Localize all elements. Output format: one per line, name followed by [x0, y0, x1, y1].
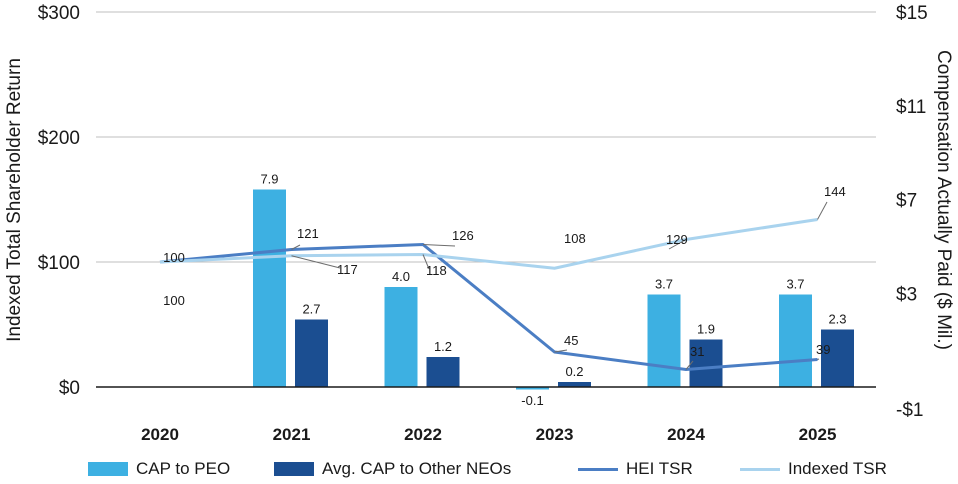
line-data-label: 117: [337, 262, 358, 277]
left-tick-label: $100: [38, 253, 80, 274]
category-label: 2022: [404, 425, 442, 444]
legend-swatch: [740, 467, 780, 471]
bar: [647, 294, 681, 387]
series-line: [159, 218, 818, 270]
left-tick-label: $200: [38, 128, 80, 149]
bar: [253, 189, 286, 387]
line-data-label: 100: [163, 293, 185, 308]
category-label: 2025: [799, 425, 837, 444]
left-tick-label: $0: [59, 378, 80, 399]
bars: [253, 189, 854, 390]
bar-data-label: 1.2: [434, 339, 452, 354]
bar: [426, 357, 460, 387]
bar: [779, 294, 812, 387]
leader-line: [685, 360, 694, 370]
category-label: 2021: [273, 425, 311, 444]
gridlines: [96, 11, 876, 263]
bar-data-label: 2.3: [828, 312, 846, 327]
leader-line: [291, 244, 301, 250]
line-data-label: 45: [564, 333, 578, 348]
series-line: [159, 243, 818, 371]
line-data-label: 39: [816, 342, 830, 357]
legend-swatch: [88, 462, 128, 476]
chart: 7.9 4.0 -0.1 3.7 3.7 2.7 1.2 0.2 1.9 2.3 100 121 126…: [4, 3, 954, 444]
bar: [516, 387, 549, 390]
leader-line: [554, 349, 568, 353]
leader-line: [668, 239, 687, 250]
bar: [689, 339, 723, 387]
legend-label: HEI TSR: [626, 459, 693, 478]
legend-label: CAP to PEO: [136, 459, 231, 478]
leader-line: [817, 358, 820, 360]
bar: [295, 319, 328, 387]
leader-line: [422, 244, 456, 247]
category-label: 2020: [141, 425, 179, 444]
bar-data-label: 1.9: [697, 322, 715, 337]
right-axis-title: Compensation Actually Paid ($ Mil.): [933, 50, 954, 350]
legend-item: CAP to PEO: [88, 456, 230, 482]
legend-item: HEI TSR: [578, 456, 693, 482]
leader-line: [291, 255, 341, 269]
line-data-label: 31: [690, 344, 704, 359]
axis-tick-labels: $0 $100 $200 $300 -$1 $3 $7 $11 $15 2020 2021 2022 2…: [38, 3, 928, 444]
bar: [384, 287, 418, 387]
bar-data-label: 3.7: [655, 277, 673, 292]
leader-line: [422, 254, 430, 270]
left-tick-label: $300: [38, 3, 80, 24]
legend-item: Avg. CAP to Other NEOs: [274, 456, 511, 482]
line-data-label: 144: [824, 184, 846, 199]
line-data-label: 100: [163, 250, 185, 265]
legend-label: Indexed TSR: [788, 459, 887, 478]
data-labels: 7.9 4.0 -0.1 3.7 3.7 2.7 1.2 0.2 1.9 2.3 100 121 126…: [163, 172, 846, 409]
line-data-label: 121: [297, 226, 319, 241]
bar: [821, 329, 854, 387]
bar-data-label: 4.0: [392, 269, 410, 284]
right-tick-label: $11: [896, 97, 926, 118]
bar-data-label: 7.9: [260, 172, 278, 187]
series-lines: [159, 218, 818, 371]
bar-data-label: 3.7: [786, 277, 804, 292]
legend-swatch: [578, 467, 618, 471]
line-data-label: 126: [452, 228, 474, 243]
legend-label: Avg. CAP to Other NEOs: [322, 459, 512, 478]
line-data-label: 129: [666, 232, 688, 247]
leader-line: [817, 201, 828, 220]
bar-data-label: 0.2: [565, 364, 583, 379]
bar: [558, 382, 591, 387]
right-tick-label: $15: [896, 3, 928, 24]
legend: CAP to PEO Avg. CAP to Other NEOs HEI TSR I…: [0, 456, 958, 482]
line-data-label: 108: [564, 231, 586, 246]
legend-item: Indexed TSR: [740, 456, 887, 482]
legend-swatch: [274, 462, 314, 476]
category-label: 2023: [536, 425, 574, 444]
bar-data-label: -0.1: [521, 393, 543, 408]
left-axis-title: Indexed Total Shareholder Return: [4, 58, 25, 342]
right-tick-label: -$1: [896, 400, 923, 421]
right-tick-label: $3: [896, 284, 917, 305]
right-tick-label: $7: [896, 191, 917, 212]
bar-data-label: 2.7: [302, 302, 320, 317]
category-label: 2024: [667, 425, 705, 444]
line-data-label: 118: [426, 263, 447, 278]
